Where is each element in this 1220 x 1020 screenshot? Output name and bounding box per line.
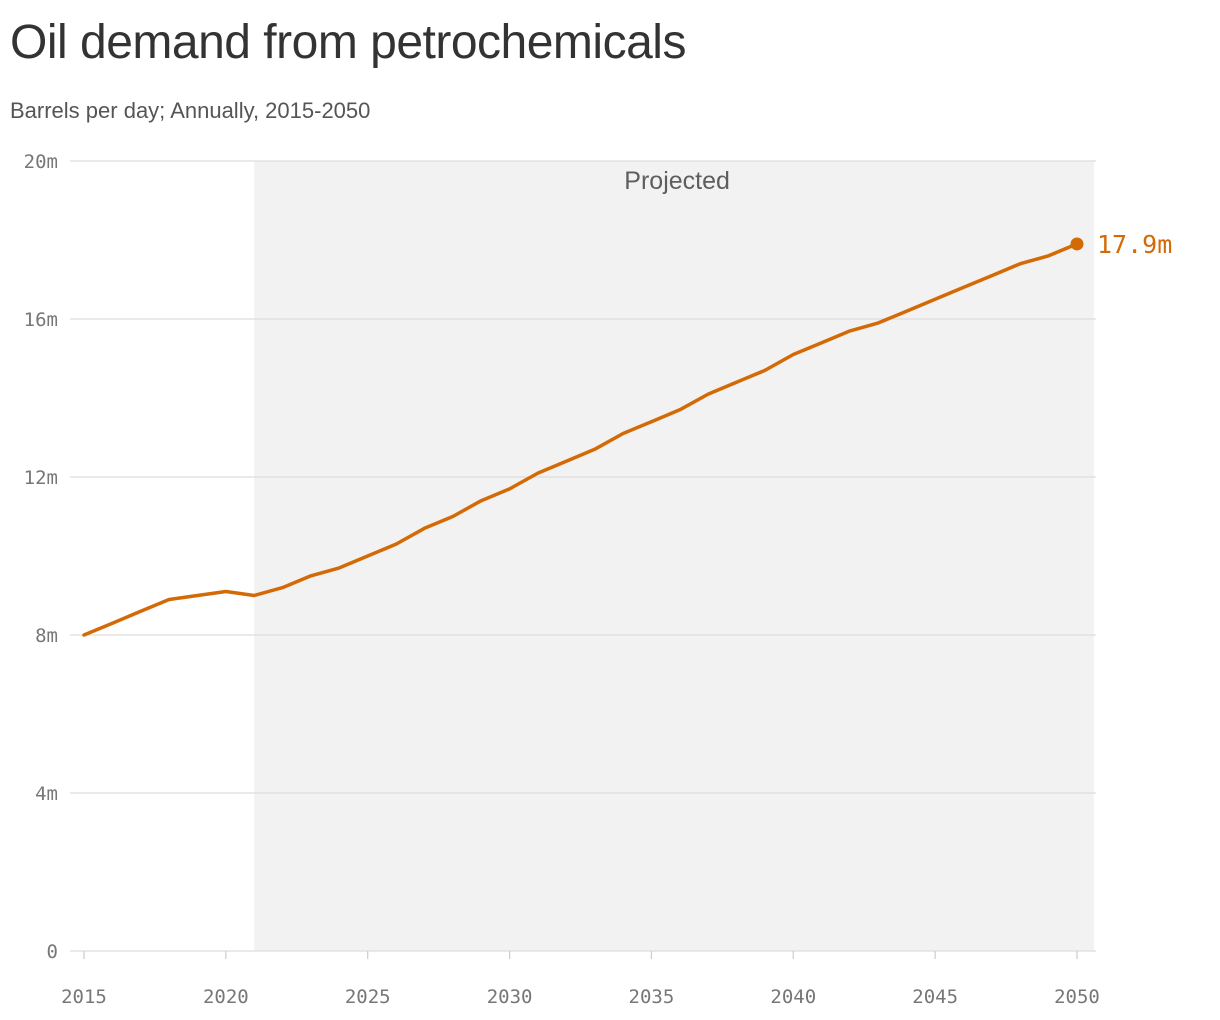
projected-band [254,161,1094,951]
y-tick-label: 16m [24,309,58,331]
end-value-label: 17.9m [1097,230,1172,259]
x-tick-label: 2030 [487,986,533,1008]
x-tick-label: 2025 [345,986,391,1008]
projected-label: Projected [624,167,730,195]
x-tick-label: 2045 [912,986,958,1008]
y-tick-label: 8m [35,625,58,647]
x-tick-label: 2050 [1054,986,1100,1008]
x-tick-label: 2040 [770,986,816,1008]
y-tick-label: 0 [47,941,58,963]
x-tick-label: 2020 [203,986,249,1008]
end-point-marker [1070,237,1084,251]
y-tick-label: 4m [35,783,58,805]
x-tick-label: 2015 [61,986,107,1008]
x-tick-label: 2035 [629,986,675,1008]
y-tick-label: 12m [24,467,58,489]
series-line [82,242,1079,637]
chart-title: Oil demand from petrochemicals [10,16,686,69]
y-tick-label: 20m [24,151,58,173]
chart-subtitle: Barrels per day; Annually, 2015-2050 [10,98,371,123]
